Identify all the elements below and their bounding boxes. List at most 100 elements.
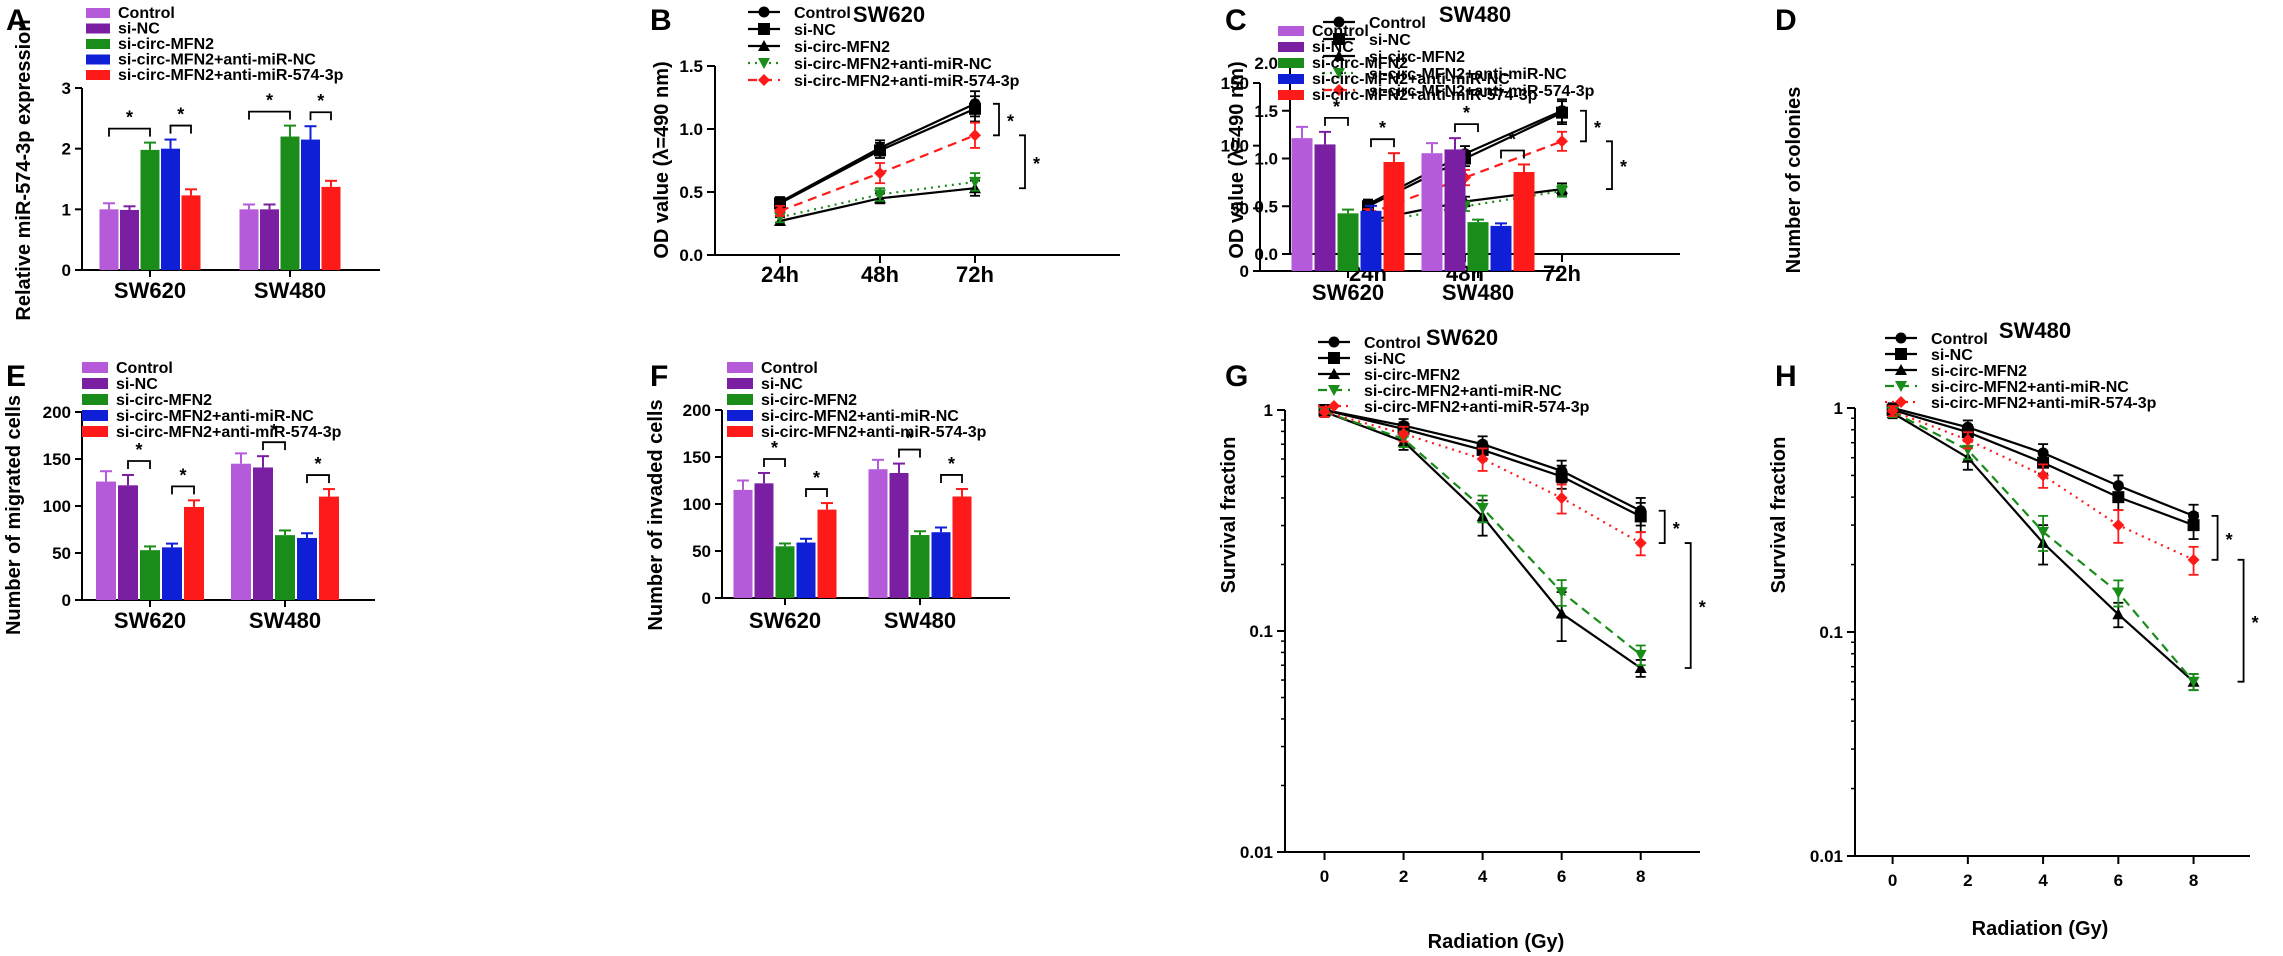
panel-h-legend-label-si-circ-mfn2: si-circ-MFN2 [1931, 363, 2027, 380]
panel-c-legend-label-si-circ-mfn2-anti-mir-nc: si-circ-MFN2+anti-miR-NC [1369, 66, 1567, 83]
panel-g-legend-label-control: Control [1364, 335, 1421, 352]
panel-label-f: F [650, 360, 668, 393]
panel-c-ytick-label: 1.5 [1254, 102, 1278, 121]
panel-c-legend-marker-si-circ-mfn2-anti-mir-nc [1333, 68, 1345, 79]
panel-label-h: H [1775, 360, 1797, 393]
panel-a-significance-bracket [108, 127, 151, 137]
panel-b-title: SW620 [853, 2, 925, 27]
panel-label-g: G [1225, 360, 1248, 393]
panel-g-title: SW620 [1426, 325, 1498, 350]
panel-c-legend-marker-si-nc [1333, 33, 1345, 45]
panel-a-significance-star: * [266, 91, 273, 111]
panel-e-significance-star: * [135, 440, 142, 460]
panel-b-xtick-label: 48h [861, 262, 899, 287]
panel-h-xtick-label: 6 [2114, 871, 2123, 890]
panel-g-xtick-label: 8 [1636, 867, 1645, 886]
panel-b-ytick-label: 1.5 [679, 57, 703, 76]
panel-e-bar-si-circ-mfn2-anti-mir-nc-sw480 [297, 537, 317, 600]
panel-a-legend: Controlsi-NCsi-circ-MFN2si-circ-MFN2+ant… [86, 5, 344, 84]
panel-h-point-si-circ-mfn2-anti-mir-nc [2112, 587, 2125, 599]
panel-f-significance-bracket [940, 474, 963, 483]
panel-g-point-si-circ-mfn2 [1555, 607, 1568, 619]
panel-f-legend-label-control: Control [761, 360, 818, 377]
panel-c-legend-marker-si-circ-mfn2 [1333, 50, 1345, 61]
panel-g-point-si-circ-mfn2-anti-mir-nc [1555, 587, 1568, 599]
panel-b-ytick-label: 0.5 [679, 183, 703, 202]
panel-f-significance-star: * [771, 438, 778, 458]
panel-d-legend-label-si-circ-mfn2-anti-mir-574-3p: si-circ-MFN2+anti-miR-574-3p [1312, 87, 1538, 104]
panel-g-legend-label-si-nc: si-NC [1364, 351, 1406, 368]
panel-h-xlabel: Radiation (Gy) [1972, 918, 2109, 940]
panel-label-c: C [1225, 4, 1247, 37]
panel-c-legend-marker-control [1333, 16, 1345, 28]
panel-a-significance-star: * [126, 108, 133, 128]
panel-h-point-si-circ-mfn2 [2112, 608, 2125, 620]
panel-c-significance-star: * [1620, 157, 1627, 177]
panel-c-ytick-label: 0.5 [1254, 197, 1278, 216]
panel-f-legend-label-si-circ-mfn2: si-circ-MFN2 [761, 392, 857, 409]
panel-d-significance-star: * [1379, 118, 1386, 138]
panel-b-lines: ** [774, 90, 1040, 226]
panel-b-point-si-circ-mfn2-anti-mir-574-3p [969, 129, 981, 142]
panel-label-a: A [6, 4, 28, 37]
panel-g-legend-marker-si-circ-mfn2-anti-mir-574-3p [1328, 400, 1340, 412]
panel-d-legend-swatch-control [1278, 26, 1304, 36]
panel-f-bar-si-circ-mfn2-anti-mir-574-3p-sw480 [952, 496, 972, 598]
panel-f-bar-si-circ-mfn2-anti-mir-nc-sw620 [796, 542, 816, 598]
panel-h-significance-star: * [2226, 530, 2233, 550]
panel-g-legend-marker-si-nc [1328, 352, 1340, 364]
panel-f-ytick-label: 100 [683, 495, 711, 514]
panel-d-legend: Controlsi-NCsi-circ-MFN2si-circ-MFN2+ant… [1278, 23, 1538, 104]
panel-g-point-si-circ-mfn2-anti-mir-574-3p [1397, 427, 1410, 440]
panel-g-legend-marker-control [1328, 336, 1340, 348]
panel-b-point-si-circ-mfn2-anti-mir-574-3p [874, 167, 886, 180]
panel-h-line-si-circ-mfn2-anti-mir-574-3p [1892, 409, 2195, 561]
panel-b-xtick-label: 24h [761, 262, 799, 287]
panel-d-category-label-sw480: SW480 [1442, 280, 1514, 305]
panel-b-ytick-label: 1.0 [679, 120, 703, 139]
panel-label-d: D [1775, 4, 1797, 37]
panel-b-legend-marker-control [758, 6, 770, 18]
panel-e-legend-swatch-si-circ-mfn2-anti-mir-574-3p [82, 426, 108, 437]
panel-h-legend: Controlsi-NCsi-circ-MFN2si-circ-MFN2+ant… [1885, 331, 2157, 412]
panel-h-significance-bracket [2237, 558, 2245, 683]
panel-g-legend-label-si-circ-mfn2-anti-mir-nc: si-circ-MFN2+anti-miR-NC [1364, 383, 1562, 400]
panel-f-ytick-label: 50 [692, 542, 711, 561]
panel-h-axes: 0.01 0.1 1 0 2 4 6 8 [1810, 399, 2250, 890]
panel-d-axes: 0 50 100 150 SW620 SW480 [1221, 74, 1560, 305]
panel-h-legend-marker-si-nc [1895, 348, 1907, 360]
panel-a-legend-label-si-circ-mfn2-anti-mir-574-3p: si-circ-MFN2+anti-miR-574-3p [118, 67, 344, 84]
panel-g-ylabel: Survival fraction [1218, 437, 1240, 594]
panel-h-legend-label-si-circ-mfn2-anti-mir-574-3p: si-circ-MFN2+anti-miR-574-3p [1931, 395, 2157, 412]
panel-g-point-si-circ-mfn2-anti-mir-574-3p [1476, 453, 1489, 466]
panel-c-ytick-label: 2.0 [1254, 54, 1278, 73]
panel-b-legend-label-si-circ-mfn2-anti-mir-574-3p: si-circ-MFN2+anti-miR-574-3p [794, 73, 1020, 90]
panel-e-legend-swatch-si-nc [82, 378, 108, 389]
panel-b-ytick-label: 0.0 [679, 246, 703, 265]
panel-a-legend-label-si-nc: si-NC [118, 21, 160, 38]
panel-f-significance-bracket [805, 488, 828, 498]
panel-b-point-si-nc [874, 144, 886, 157]
panel-d-bar-si-circ-mfn2-anti-mir-nc-sw480 [1490, 225, 1512, 271]
panel-h-ylabel: Survival fraction [1768, 437, 1790, 594]
panel-c-point-si-circ-mfn2-anti-mir-574-3p [1556, 135, 1568, 148]
panel-e-bar-si-nc-sw480 [253, 467, 273, 600]
panel-e-bar-si-circ-mfn2-anti-mir-574-3p-sw480 [319, 496, 339, 600]
panel-e-significance-bracket [171, 485, 195, 495]
panel-g-legend-marker-si-circ-mfn2 [1328, 368, 1340, 379]
panel-g-axes: 0.01 0.1 1 0 2 4 6 8 [1240, 401, 1700, 886]
panel-g-xtick-label: 4 [1478, 867, 1488, 886]
panel-e-bar-control-sw480 [231, 463, 251, 600]
panel-f-legend-label-si-circ-mfn2-anti-mir-574-3p: si-circ-MFN2+anti-miR-574-3p [761, 424, 987, 441]
panel-d-significance-star: * [1463, 103, 1470, 123]
panel-f-ytick-label: 0 [702, 589, 711, 608]
panel-e-axes: 0 50 100 150 200 SW620 SW480 [43, 403, 375, 633]
panel-f-bar-si-nc-sw480 [889, 472, 909, 598]
panel-a-bar-si-circ-mfn2-anti-mir-nc-sw480 [301, 139, 320, 270]
panel-f-legend-label-si-circ-mfn2-anti-mir-nc: si-circ-MFN2+anti-miR-NC [761, 408, 959, 425]
panel-e-ylabel: Number of migrated cells [3, 395, 25, 635]
panel-e-ytick-label: 200 [43, 403, 71, 422]
panel-e-ytick-label: 100 [43, 497, 71, 516]
panel-e-significance-star: * [179, 465, 186, 485]
